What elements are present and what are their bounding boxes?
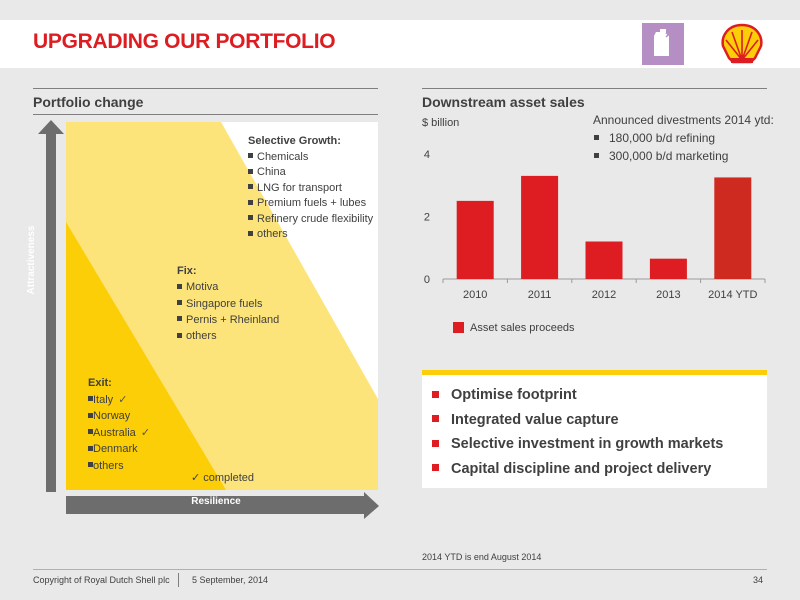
- header-bar: UPGRADING OUR PORTFOLIO: [0, 20, 800, 68]
- list-item: Pernis + Rheinland: [177, 312, 279, 328]
- list-item: Refinery crude flexibility: [248, 212, 373, 228]
- list-item: 180,000 b/d refining: [593, 129, 774, 147]
- divestments-heading: Announced divestments 2014 ytd:: [593, 113, 774, 127]
- list-item: Norway: [88, 408, 150, 425]
- y-tick-label: 0: [424, 274, 430, 286]
- exit-heading: Exit:: [88, 377, 112, 389]
- attractiveness-arrow: [38, 120, 64, 492]
- fix-heading: Fix:: [177, 265, 197, 277]
- x-tick-label: 2013: [656, 289, 680, 301]
- summary-item: Selective investment in growth markets: [432, 436, 767, 461]
- selective-growth-heading: Selective Growth:: [248, 135, 341, 147]
- asset-sales-chart: 0 2 4 2010 2011 2012 2013 2014 YTD Asset sales p…: [424, 149, 766, 334]
- page-title: UPGRADING OUR PORTFOLIO: [33, 30, 336, 53]
- bar: [585, 241, 623, 279]
- exit-zone: [66, 222, 226, 490]
- list-item: Australia ✓: [88, 425, 150, 442]
- fuel-can-icon: [642, 23, 684, 65]
- list-item: 300,000 b/d marketing: [593, 147, 774, 165]
- list-item: Premium fuels + lubes: [248, 196, 373, 212]
- top-divider-left: [33, 88, 378, 89]
- list-item: China: [248, 165, 373, 181]
- portfolio-matrix: [66, 122, 378, 490]
- page-number: 34: [753, 575, 764, 585]
- list-item: LNG for transport: [248, 181, 373, 197]
- list-item: others: [248, 227, 373, 243]
- list-item: Motiva: [177, 279, 279, 295]
- red-bullet-icon: [432, 439, 439, 447]
- exit-list: Exit: Italy ✓ Norway Australia ✓ Denmark…: [88, 375, 150, 474]
- legend-swatch: [453, 322, 464, 333]
- list-item: Italy ✓: [88, 392, 150, 409]
- summary-item: Capital discipline and project delivery: [432, 461, 767, 486]
- red-bullet-icon: [432, 415, 439, 423]
- x-tick-label: 2010: [463, 289, 487, 301]
- divestments-note: Announced divestments 2014 ytd: 180,000 …: [593, 111, 774, 165]
- portfolio-section-title: Portfolio change: [33, 94, 144, 110]
- y-tick-label: 2: [424, 212, 430, 224]
- shell-pecten-logo: [718, 22, 766, 66]
- list-item: others: [177, 328, 279, 344]
- downstream-section-title: Downstream asset sales: [422, 94, 585, 110]
- footer-copyright: Copyright of Royal Dutch Shell plc: [33, 575, 170, 585]
- red-bullet-icon: [432, 390, 439, 398]
- completed-legend: ✓ completed: [191, 472, 255, 484]
- y-tick-label: 4: [424, 149, 430, 161]
- bar: [649, 258, 687, 279]
- bar: [456, 200, 494, 279]
- summary-item: Integrated value capture: [432, 412, 767, 437]
- list-item: Chemicals: [248, 150, 373, 166]
- fix-list: Fix: Motiva Singapore fuels Pernis + Rhe…: [177, 263, 279, 344]
- check-icon: ✓: [140, 426, 151, 439]
- portfolio-title-underline: [33, 114, 378, 115]
- attractiveness-axis-label: Attractiveness: [26, 225, 37, 295]
- summary-box: Optimise footprint Integrated value capt…: [422, 370, 767, 488]
- x-tick-label: 2011: [528, 289, 552, 301]
- red-bullet-icon: [432, 464, 439, 472]
- footer-separator: [178, 573, 179, 587]
- resilience-axis-label: Resilience: [191, 496, 241, 507]
- selective-growth-list: Selective Growth: Chemicals China LNG fo…: [248, 134, 373, 243]
- resilience-arrow: [66, 492, 379, 519]
- check-icon: ✓: [118, 393, 128, 406]
- list-item: Singapore fuels: [177, 296, 279, 312]
- footer-divider: [33, 569, 767, 570]
- footnote: 2014 YTD is end August 2014: [422, 552, 542, 562]
- x-tick-label: 2012: [592, 289, 616, 301]
- summary-item: Optimise footprint: [432, 387, 767, 412]
- bar: [714, 177, 752, 279]
- x-tick-label: 2014 YTD: [708, 289, 757, 301]
- top-divider-right: [422, 88, 767, 89]
- legend-label: Asset sales proceeds: [470, 322, 575, 334]
- list-item: Denmark: [88, 441, 150, 458]
- footer-date: 5 September, 2014: [192, 575, 269, 585]
- bar: [521, 175, 559, 279]
- list-item: others: [88, 458, 150, 475]
- chart-unit-label: $ billion: [422, 117, 460, 129]
